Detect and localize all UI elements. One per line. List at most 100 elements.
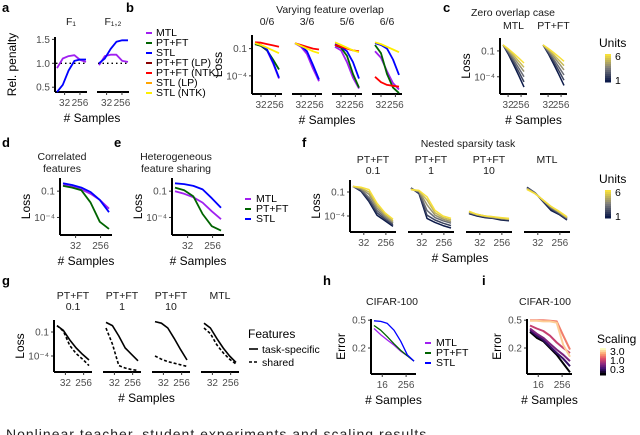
panel-label: e — [114, 135, 121, 150]
legend-label: MTL — [156, 27, 177, 39]
y-tick-label: 0.1 — [331, 188, 345, 199]
colorbar-label: 0.3 — [610, 364, 625, 376]
colorbar-segment — [600, 348, 606, 351]
legend-label: MTL — [256, 193, 277, 205]
facet-0: 0/6 32 256 — [251, 16, 284, 111]
x-tick-label: 256 — [72, 98, 89, 109]
colorbar-segment — [605, 208, 611, 211]
x-tick-label: 32 — [532, 238, 544, 249]
facet-0: 32 256 — [59, 178, 112, 252]
y-axis-label: Loss — [19, 194, 33, 219]
colorbar-segment — [605, 76, 611, 79]
y-tick-label: 1.5 — [36, 35, 50, 46]
panel-label: i — [482, 273, 486, 288]
legend-label: MTL — [436, 337, 457, 349]
x-tick-label: 256 — [398, 380, 415, 391]
x-tick-label: 32 — [182, 241, 194, 252]
series-0.1 — [529, 331, 571, 373]
series-pt-ft — [374, 44, 400, 94]
series-pt-ft — [373, 324, 415, 362]
series-task-specific — [105, 321, 139, 362]
panel-title: features — [43, 163, 81, 175]
colorbar-segment — [600, 373, 606, 376]
series-shared — [203, 327, 237, 365]
facet-title: 3/6 — [300, 16, 315, 28]
colorbar-segment — [600, 349, 606, 353]
x-tick-label: 32 — [375, 100, 387, 111]
colorbar-segment — [605, 216, 611, 219]
y-axis-label: Loss — [211, 52, 225, 77]
colorbar-segment — [600, 355, 606, 359]
x-tick-label: 256 — [222, 378, 239, 389]
panel-title: CIFAR-100 — [366, 296, 418, 308]
x-tick-label: 32 — [207, 378, 219, 389]
facet-3: 6/6 32 256 — [372, 16, 404, 111]
facet-1: PT+FT 32 256 — [537, 20, 570, 111]
colorbar-segment — [605, 68, 611, 71]
y-tick-label: 0.1 — [481, 46, 495, 57]
colorbar-segment — [605, 198, 611, 201]
panel-f: f Nested sparsity task0.110⁻⁴LossPT+FT0.1… — [302, 135, 626, 265]
colorbar-segment — [605, 56, 611, 59]
colorbar-segment — [605, 80, 611, 83]
x-tick-label: 256 — [553, 100, 570, 111]
y-tick-label: 0.1 — [41, 187, 55, 198]
x-axis-label: # Samples — [58, 254, 115, 268]
colorbar-segment — [600, 371, 606, 374]
series-2.0 — [529, 324, 571, 354]
colorbar-segment — [605, 70, 611, 73]
colorbar-segment — [605, 64, 611, 67]
y-axis-label: Rel. penalty — [5, 33, 19, 96]
series-units-6 — [468, 210, 510, 220]
legend-label: task-specific — [262, 344, 320, 356]
x-tick-label: 16 — [377, 380, 389, 391]
colorbar-label: 3.0 — [610, 346, 625, 358]
series-pt-ft-ntk- — [254, 41, 280, 48]
colorbar-label-max: 6 — [615, 51, 621, 63]
x-axis-label: # Samples — [432, 251, 489, 265]
colorbar-label-max: 6 — [615, 187, 621, 199]
series-mtl — [374, 50, 400, 91]
x-tick-label: 32 — [59, 98, 71, 109]
panel-label: a — [2, 0, 10, 15]
facet-2: 5/6 32 256 — [332, 16, 364, 111]
x-tick-label: 32 — [416, 238, 428, 249]
facet-0: 32 256 — [171, 178, 224, 252]
y-tick-label: 0.2 — [352, 344, 366, 355]
x-tick-label: 256 — [552, 238, 569, 249]
facet-1: F₁,₂ 32 256 — [97, 16, 131, 109]
legend-label: PT+FT — [256, 203, 289, 215]
series-0.3 — [529, 329, 571, 367]
facet-title: PT+FT — [106, 290, 139, 302]
series-units-6 — [542, 44, 565, 62]
colorbar-segment — [605, 200, 611, 203]
y-tick-label: 10⁻⁴ — [474, 72, 495, 83]
colorbar-segment — [605, 60, 611, 63]
legend-label: STL — [436, 357, 455, 369]
colorbar-segment — [605, 206, 611, 209]
series-pt-ft-ntk- — [374, 76, 400, 88]
panel-title: Correlated — [37, 151, 86, 163]
x-tick-label: 32 — [543, 100, 555, 111]
colorbar-segment — [605, 62, 611, 65]
colorbar-segment — [605, 78, 611, 81]
y-tick-label: 10⁻⁴ — [34, 213, 55, 224]
panel-label: b — [126, 0, 134, 15]
facet-3: MTL 32 256 — [524, 154, 570, 249]
series-task-specific — [154, 320, 188, 361]
facet-title: 0.1 — [66, 301, 81, 313]
x-tick-label: 256 — [204, 241, 221, 252]
x-tick-label: 256 — [75, 378, 92, 389]
y-tick-label: 1.0 — [36, 59, 50, 70]
y-tick-label: 0.2 — [508, 344, 522, 355]
